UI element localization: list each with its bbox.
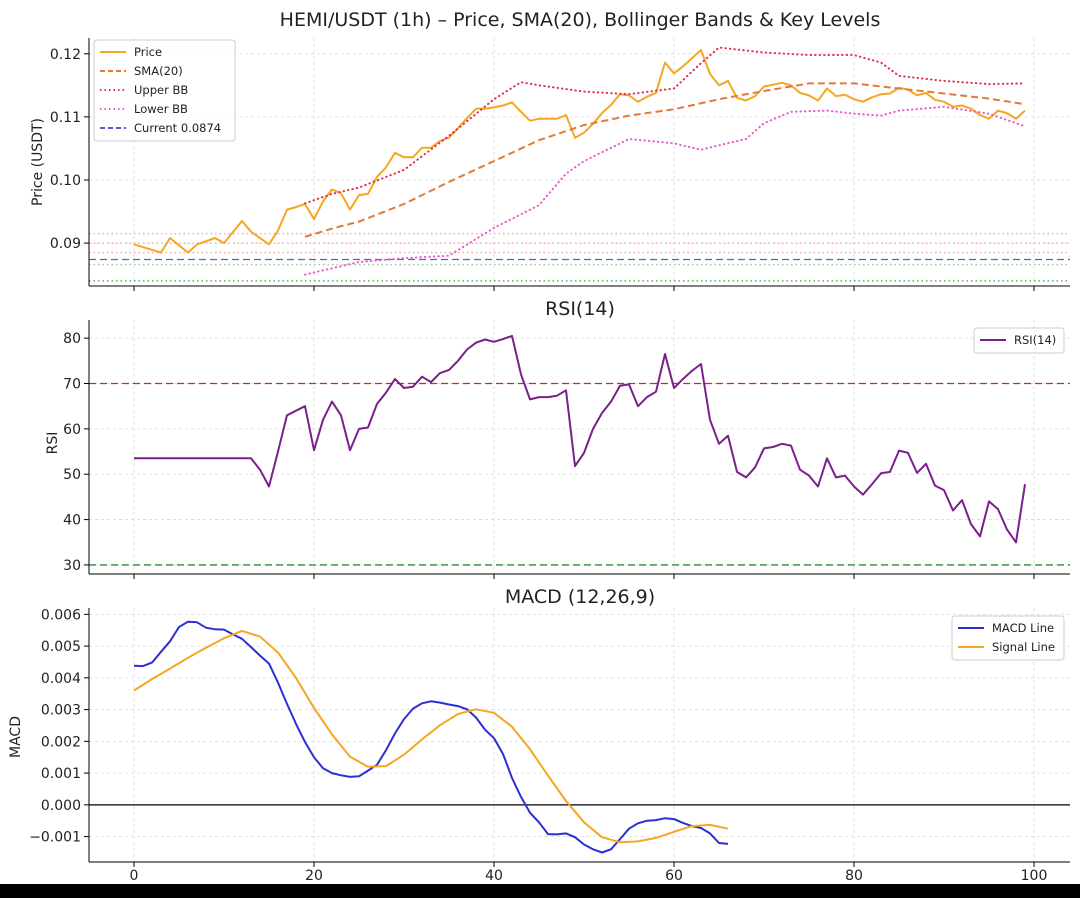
price-y-tick-label: 0.09 <box>50 236 81 252</box>
bottom-bar <box>0 884 1080 898</box>
rsi-legend-label: RSI(14) <box>1014 333 1056 347</box>
macd-y-tick-label: 0.003 <box>41 703 81 719</box>
macd-legend-label: Signal Line <box>992 640 1055 654</box>
rsi-legend: RSI(14) <box>973 327 1065 354</box>
price-legend-box <box>93 39 236 142</box>
macd-y-tick-label: 0.002 <box>41 734 81 750</box>
price-legend-label: Lower BB <box>134 102 188 116</box>
rsi-y-tick-label: 50 <box>63 467 81 483</box>
rsi-y-tick-label: 60 <box>63 422 81 438</box>
price-series-sma-20 <box>304 82 1026 238</box>
price-y-tick-label: 0.10 <box>50 173 81 189</box>
price-plot-area <box>89 38 1070 286</box>
macd-panel-title: MACD (12,26,9) <box>505 586 655 608</box>
macd-plot-area <box>89 608 1070 862</box>
price-y-axis-label: Price (USDT) <box>30 118 46 206</box>
macd-y-tick-label: 0.000 <box>41 798 81 814</box>
rsi-y-tick-label: 30 <box>63 558 81 574</box>
macd-panel: MACD (12,26,9) MACD −0.001 0.000 0.001 0.00… <box>8 586 1070 884</box>
price-legend-label: SMA(20) <box>134 64 183 78</box>
macd-y-tick-label: −0.001 <box>29 830 81 846</box>
price-panel-title: HEMI/USDT (1h) – Price, SMA(20), Bolling… <box>280 9 881 31</box>
price-legend-label: Upper BB <box>134 83 188 97</box>
rsi-panel-title: RSI(14) <box>545 298 615 320</box>
macd-y-tick-label: 0.005 <box>41 639 81 655</box>
macd-x-tick-label: 40 <box>485 868 503 884</box>
rsi-panel: RSI(14) RSI 30 40 50 60 70 80 RSI(14) <box>45 298 1070 579</box>
macd-x-tick-label: 60 <box>665 868 683 884</box>
rsi-legend-box <box>973 327 1065 354</box>
price-series-lower-bb <box>304 105 1026 276</box>
macd-x-tick-label: 0 <box>130 868 139 884</box>
price-legend-label: Price <box>134 45 162 59</box>
price-legend-label: Current 0.0874 <box>134 121 221 135</box>
macd-y-tick-label: 0.001 <box>41 766 81 782</box>
rsi-series-rsi-14 <box>134 334 1026 544</box>
price-legend: Price SMA(20) Upper BB Lower BB Current 0.08… <box>93 39 236 142</box>
price-series-price <box>133 49 1026 254</box>
rsi-y-axis-label: RSI <box>45 432 61 455</box>
rsi-y-tick-label: 70 <box>63 377 81 393</box>
macd-legend-label: MACD Line <box>992 621 1054 635</box>
rsi-y-tick-label: 40 <box>63 513 81 529</box>
rsi-plot-area <box>89 320 1070 574</box>
macd-y-tick-label: 0.006 <box>41 607 81 623</box>
price-y-tick-label: 0.11 <box>50 110 81 126</box>
macd-x-tick-label: 100 <box>1021 868 1048 884</box>
rsi-y-tick-label: 80 <box>63 331 81 347</box>
macd-x-tick-label: 20 <box>305 868 323 884</box>
macd-y-axis-label: MACD <box>8 716 24 758</box>
macd-legend: MACD Line Signal Line <box>951 615 1065 661</box>
macd-x-tick-label: 80 <box>845 868 863 884</box>
macd-y-tick-label: 0.004 <box>41 671 81 687</box>
price-y-tick-label: 0.12 <box>50 47 81 63</box>
price-panel: HEMI/USDT (1h) – Price, SMA(20), Bolling… <box>30 9 1070 291</box>
macd-series-signal-line <box>133 629 729 844</box>
price-series-upper-bb <box>304 46 1026 205</box>
